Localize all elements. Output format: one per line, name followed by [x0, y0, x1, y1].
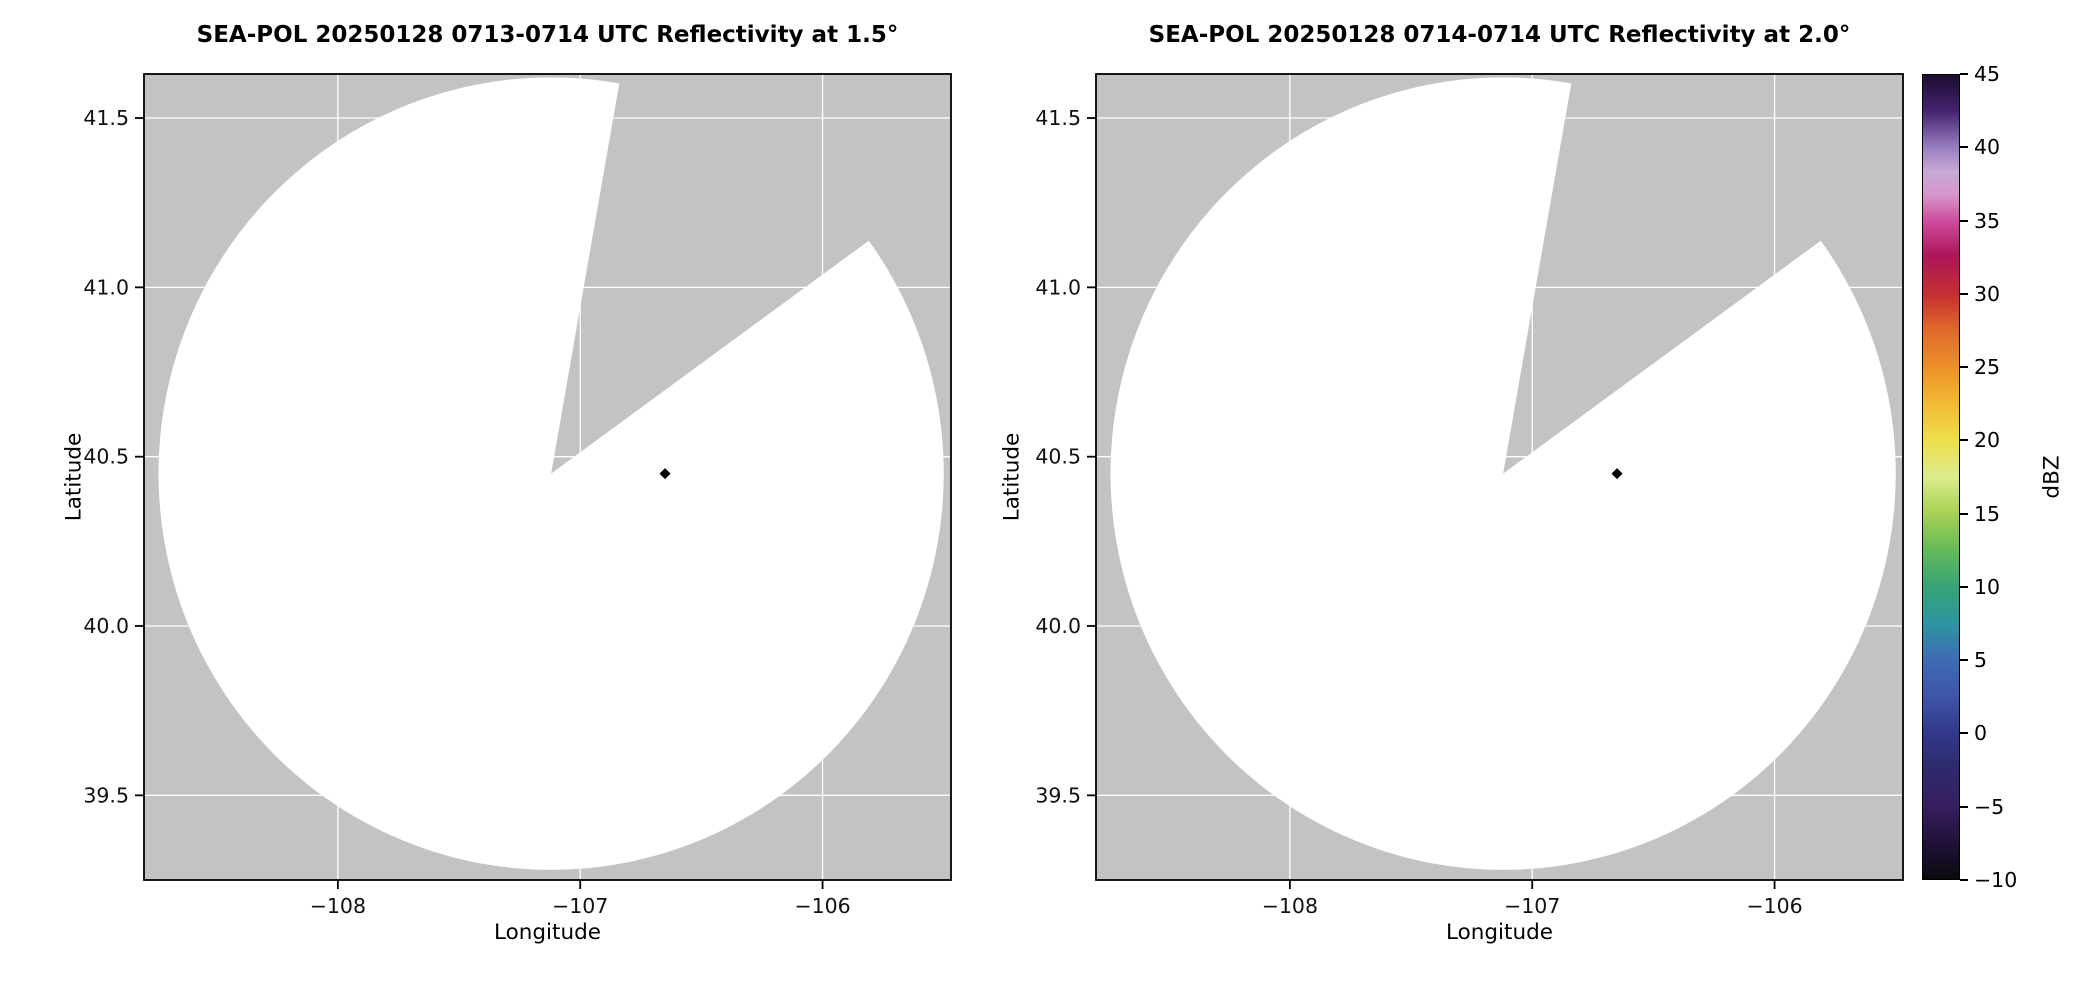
y-tick-label: 40.0: [83, 614, 129, 638]
plot-frame: [1095, 73, 1904, 881]
radar-panel-right: −108 −107 −106 41.5 41.0 40.5 40.0 39.5: [1035, 73, 1904, 918]
colorbar-tick: [1960, 585, 1968, 588]
colorbar-ticks: 45 40 35 30 25 20 15 10 5 0 −5 −10: [1960, 62, 2080, 892]
colorbar-tick-label: 10: [1974, 574, 2001, 599]
y-tick-label: 40.0: [1035, 614, 1081, 638]
colorbar-tick: [1960, 219, 1968, 222]
site-marker: [1611, 468, 1623, 480]
x-tick-label: −108: [1262, 894, 1318, 918]
colorbar-tick-label: 15: [1974, 501, 2001, 526]
radar-plot: −108 −107 −106 41.5 41.0 40.5 40.0 39.5: [83, 73, 952, 918]
plot-area: [1096, 74, 1903, 880]
colorbar-label: dBZ: [2039, 455, 2065, 499]
colorbar-tick: [1960, 805, 1968, 808]
y-tick-label: 40.5: [1035, 445, 1081, 469]
x-axis-label-right: Longitude: [1446, 920, 1553, 945]
y-axis-label-right: Latitude: [999, 432, 1025, 522]
colorbar-tick: [1960, 732, 1968, 735]
colorbar-tick-label: 5: [1974, 648, 1988, 673]
y-axis-label-left: Latitude: [61, 432, 87, 522]
x-tick-label: −107: [1504, 894, 1560, 918]
site-marker: [659, 468, 671, 480]
y-tick-label: 39.5: [83, 783, 129, 807]
colorbar-gradient: [1922, 74, 1960, 880]
colorbar-tick-label: −5: [1974, 794, 2005, 819]
radar-coverage-area: [1110, 77, 1896, 870]
colorbar-tick-label: −10: [1974, 868, 2018, 892]
colorbar-tick-label: 40: [1974, 135, 2001, 160]
x-tick-label: −106: [794, 894, 850, 918]
colorbar-tick: [1960, 512, 1968, 515]
colorbar-tick: [1960, 73, 1968, 75]
colorbar-tick-label: 30: [1974, 281, 2001, 306]
x-tick-label: −108: [310, 894, 366, 918]
radar-plot: −108 −107 −106 41.5 41.0 40.5 40.0 39.5: [1035, 73, 1904, 918]
x-tick-label: −106: [1746, 894, 1802, 918]
radar-coverage-area: [158, 77, 944, 870]
x-axis-label-left: Longitude: [494, 920, 601, 945]
colorbar-tick: [1960, 366, 1968, 369]
colorbar-tick: [1960, 292, 1968, 295]
panel-title-left: SEA-POL 20250128 0713-0714 UTC Reflectiv…: [196, 22, 899, 48]
colorbar-tick-label: 35: [1974, 208, 2001, 233]
colorbar-tick: [1960, 659, 1968, 662]
radar-panel-left: −108 −107 −106 41.5 41.0 40.5 40.0 39.5: [83, 73, 952, 918]
colorbar-tick-label: 25: [1974, 355, 2001, 380]
plot-frame: [143, 73, 952, 881]
colorbar-tick-label: 20: [1974, 428, 2001, 453]
colorbar-tick: [1960, 146, 1968, 149]
colorbar-tick-label: 0: [1974, 721, 1988, 746]
plot-area: [144, 74, 951, 880]
y-tick-label: 41.0: [1035, 275, 1081, 299]
y-tick-label: 41.5: [1035, 106, 1081, 130]
y-tick-label: 39.5: [1035, 783, 1081, 807]
y-tick-label: 40.5: [83, 445, 129, 469]
x-tick-label: −107: [552, 894, 608, 918]
y-tick-label: 41.0: [83, 275, 129, 299]
y-tick-label: 41.5: [83, 106, 129, 130]
colorbar-tick: [1960, 439, 1968, 442]
colorbar-tick: [1960, 879, 1968, 881]
colorbar-tick-label: 45: [1974, 62, 2001, 86]
panel-title-right: SEA-POL 20250128 0714-0714 UTC Reflectiv…: [1148, 22, 1851, 48]
